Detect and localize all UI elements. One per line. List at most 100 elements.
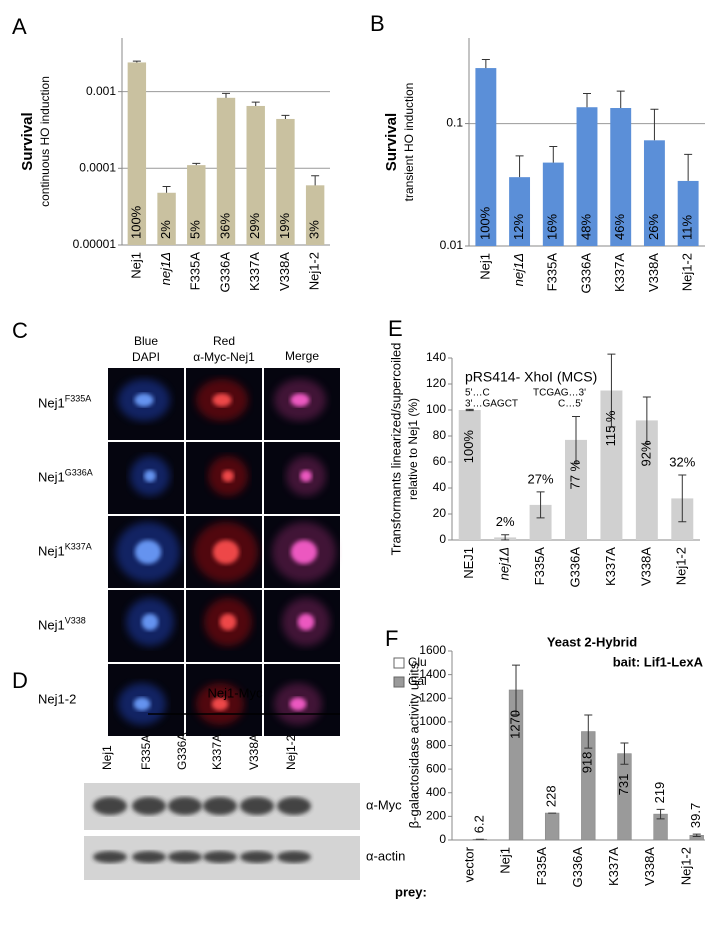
row-label: Nej1 — [38, 543, 65, 558]
y-tick-label: 140 — [426, 350, 446, 364]
blot-band — [93, 797, 127, 815]
blot-label: α-actin — [366, 848, 405, 863]
y-tick-label: 0.01 — [440, 238, 464, 252]
x-tick-label: F335A — [188, 252, 203, 291]
y-tick-label: 40 — [433, 480, 447, 494]
error-bar — [536, 491, 545, 519]
x-tick-label: G336A — [567, 547, 582, 588]
blot-band — [277, 797, 311, 815]
error-bar — [607, 353, 616, 428]
blot-band — [203, 797, 237, 815]
error-bar — [572, 416, 580, 464]
error-bar — [465, 408, 474, 412]
sequence-text: 3'…GAGCT — [465, 399, 518, 410]
column-header: Merge — [285, 349, 319, 363]
data-label: 918 — [580, 752, 595, 774]
x-tick-label: V338A — [638, 547, 653, 586]
bar-label: 46% — [612, 214, 627, 240]
error-bar — [656, 808, 665, 820]
bar-label: 5% — [188, 220, 203, 239]
y-axis-sublabel: transient HO induction — [402, 83, 416, 202]
legend-label: Glu — [408, 655, 427, 669]
annotation: pRS414- XhoI (MCS) — [465, 369, 597, 385]
bar — [576, 107, 598, 247]
data-label: 27% — [528, 471, 554, 486]
legend-swatch — [393, 657, 405, 669]
row-label: Nej1 — [38, 469, 65, 484]
cell-signal — [212, 540, 240, 564]
data-label: 100% — [461, 430, 476, 464]
bar — [565, 439, 587, 540]
blot-band — [240, 851, 274, 863]
bar — [276, 118, 295, 245]
data-label: 115 % — [603, 410, 618, 446]
row-label-sup: K337A — [65, 541, 92, 551]
row-label-sup: F335A — [65, 393, 92, 403]
cell-signal — [212, 393, 232, 407]
bar — [157, 192, 176, 245]
y-axis-sublabel: continuous HO induction — [38, 76, 52, 207]
y-tick-label: 1400 — [419, 667, 446, 681]
data-label: 731 — [616, 774, 631, 796]
data-label: 228 — [544, 785, 559, 807]
blot-band — [203, 851, 237, 863]
x-tick-label: G336A — [578, 253, 593, 294]
x-tick-label: vector — [462, 846, 477, 882]
cell-signal — [290, 540, 318, 564]
error-bar — [642, 396, 651, 445]
row-label-sup: V338 — [65, 615, 86, 625]
bar-label: 100% — [128, 205, 143, 239]
blot-band — [132, 797, 166, 815]
cell-signal — [289, 697, 307, 711]
y-tick-label: 0.00001 — [73, 237, 117, 251]
x-tick-label: F335A — [532, 547, 547, 586]
cell-signal — [141, 613, 159, 631]
bar-label: 36% — [217, 213, 232, 239]
x-tick-label: F335A — [545, 253, 560, 292]
row-label: Nej1-2 — [38, 691, 76, 706]
error-bar — [616, 90, 625, 109]
error-bar — [583, 93, 591, 108]
x-tick-label: Nej1 — [498, 847, 513, 874]
cell-signal — [300, 470, 312, 482]
error-bar — [501, 534, 510, 541]
x-tick-label: K337A — [612, 253, 627, 292]
x-tick-label: K337A — [606, 847, 621, 886]
y-tick-label: 0.001 — [86, 84, 116, 98]
panel-label: E — [388, 316, 403, 341]
bar-label: 19% — [277, 213, 292, 239]
legend-swatch — [393, 676, 405, 688]
x-tick-label: Nej1-2 — [680, 253, 695, 291]
data-label: 1270 — [507, 710, 522, 739]
column-header: α-Myc-Nej1 — [193, 350, 255, 364]
error-bar — [678, 474, 687, 523]
error-bar — [650, 108, 659, 141]
lane-label: Nej1-2 — [284, 734, 298, 770]
cell-signal — [134, 540, 162, 564]
error-bar — [549, 145, 558, 163]
bar — [246, 105, 265, 245]
y-tick-label: 20 — [433, 506, 447, 520]
x-tick-label: F335A — [534, 847, 549, 886]
panel-label: D — [12, 668, 28, 693]
column-header: Blue — [134, 334, 158, 348]
blot-band — [168, 851, 202, 863]
bar-label: 2% — [158, 220, 173, 239]
sequence-text: 5'…C — [465, 388, 490, 399]
y-tick-label: 0.1 — [446, 116, 463, 130]
bar — [635, 420, 658, 540]
bar — [600, 390, 623, 540]
cell-signal — [290, 393, 310, 407]
y-tick-label: 60 — [433, 454, 447, 468]
blot-band — [168, 797, 202, 815]
y-tick-label: 1200 — [419, 690, 446, 704]
data-label: 92% — [638, 440, 653, 466]
construct-label: Nej1-Myc — [208, 685, 263, 700]
row-label: Nej1 — [38, 617, 65, 632]
column-header: DAPI — [132, 350, 160, 364]
panel-label: C — [12, 318, 28, 343]
bar — [509, 177, 531, 246]
x-tick-label: Nej1-2 — [307, 252, 322, 290]
bar-label: 12% — [511, 214, 526, 240]
error-bar — [692, 833, 701, 837]
